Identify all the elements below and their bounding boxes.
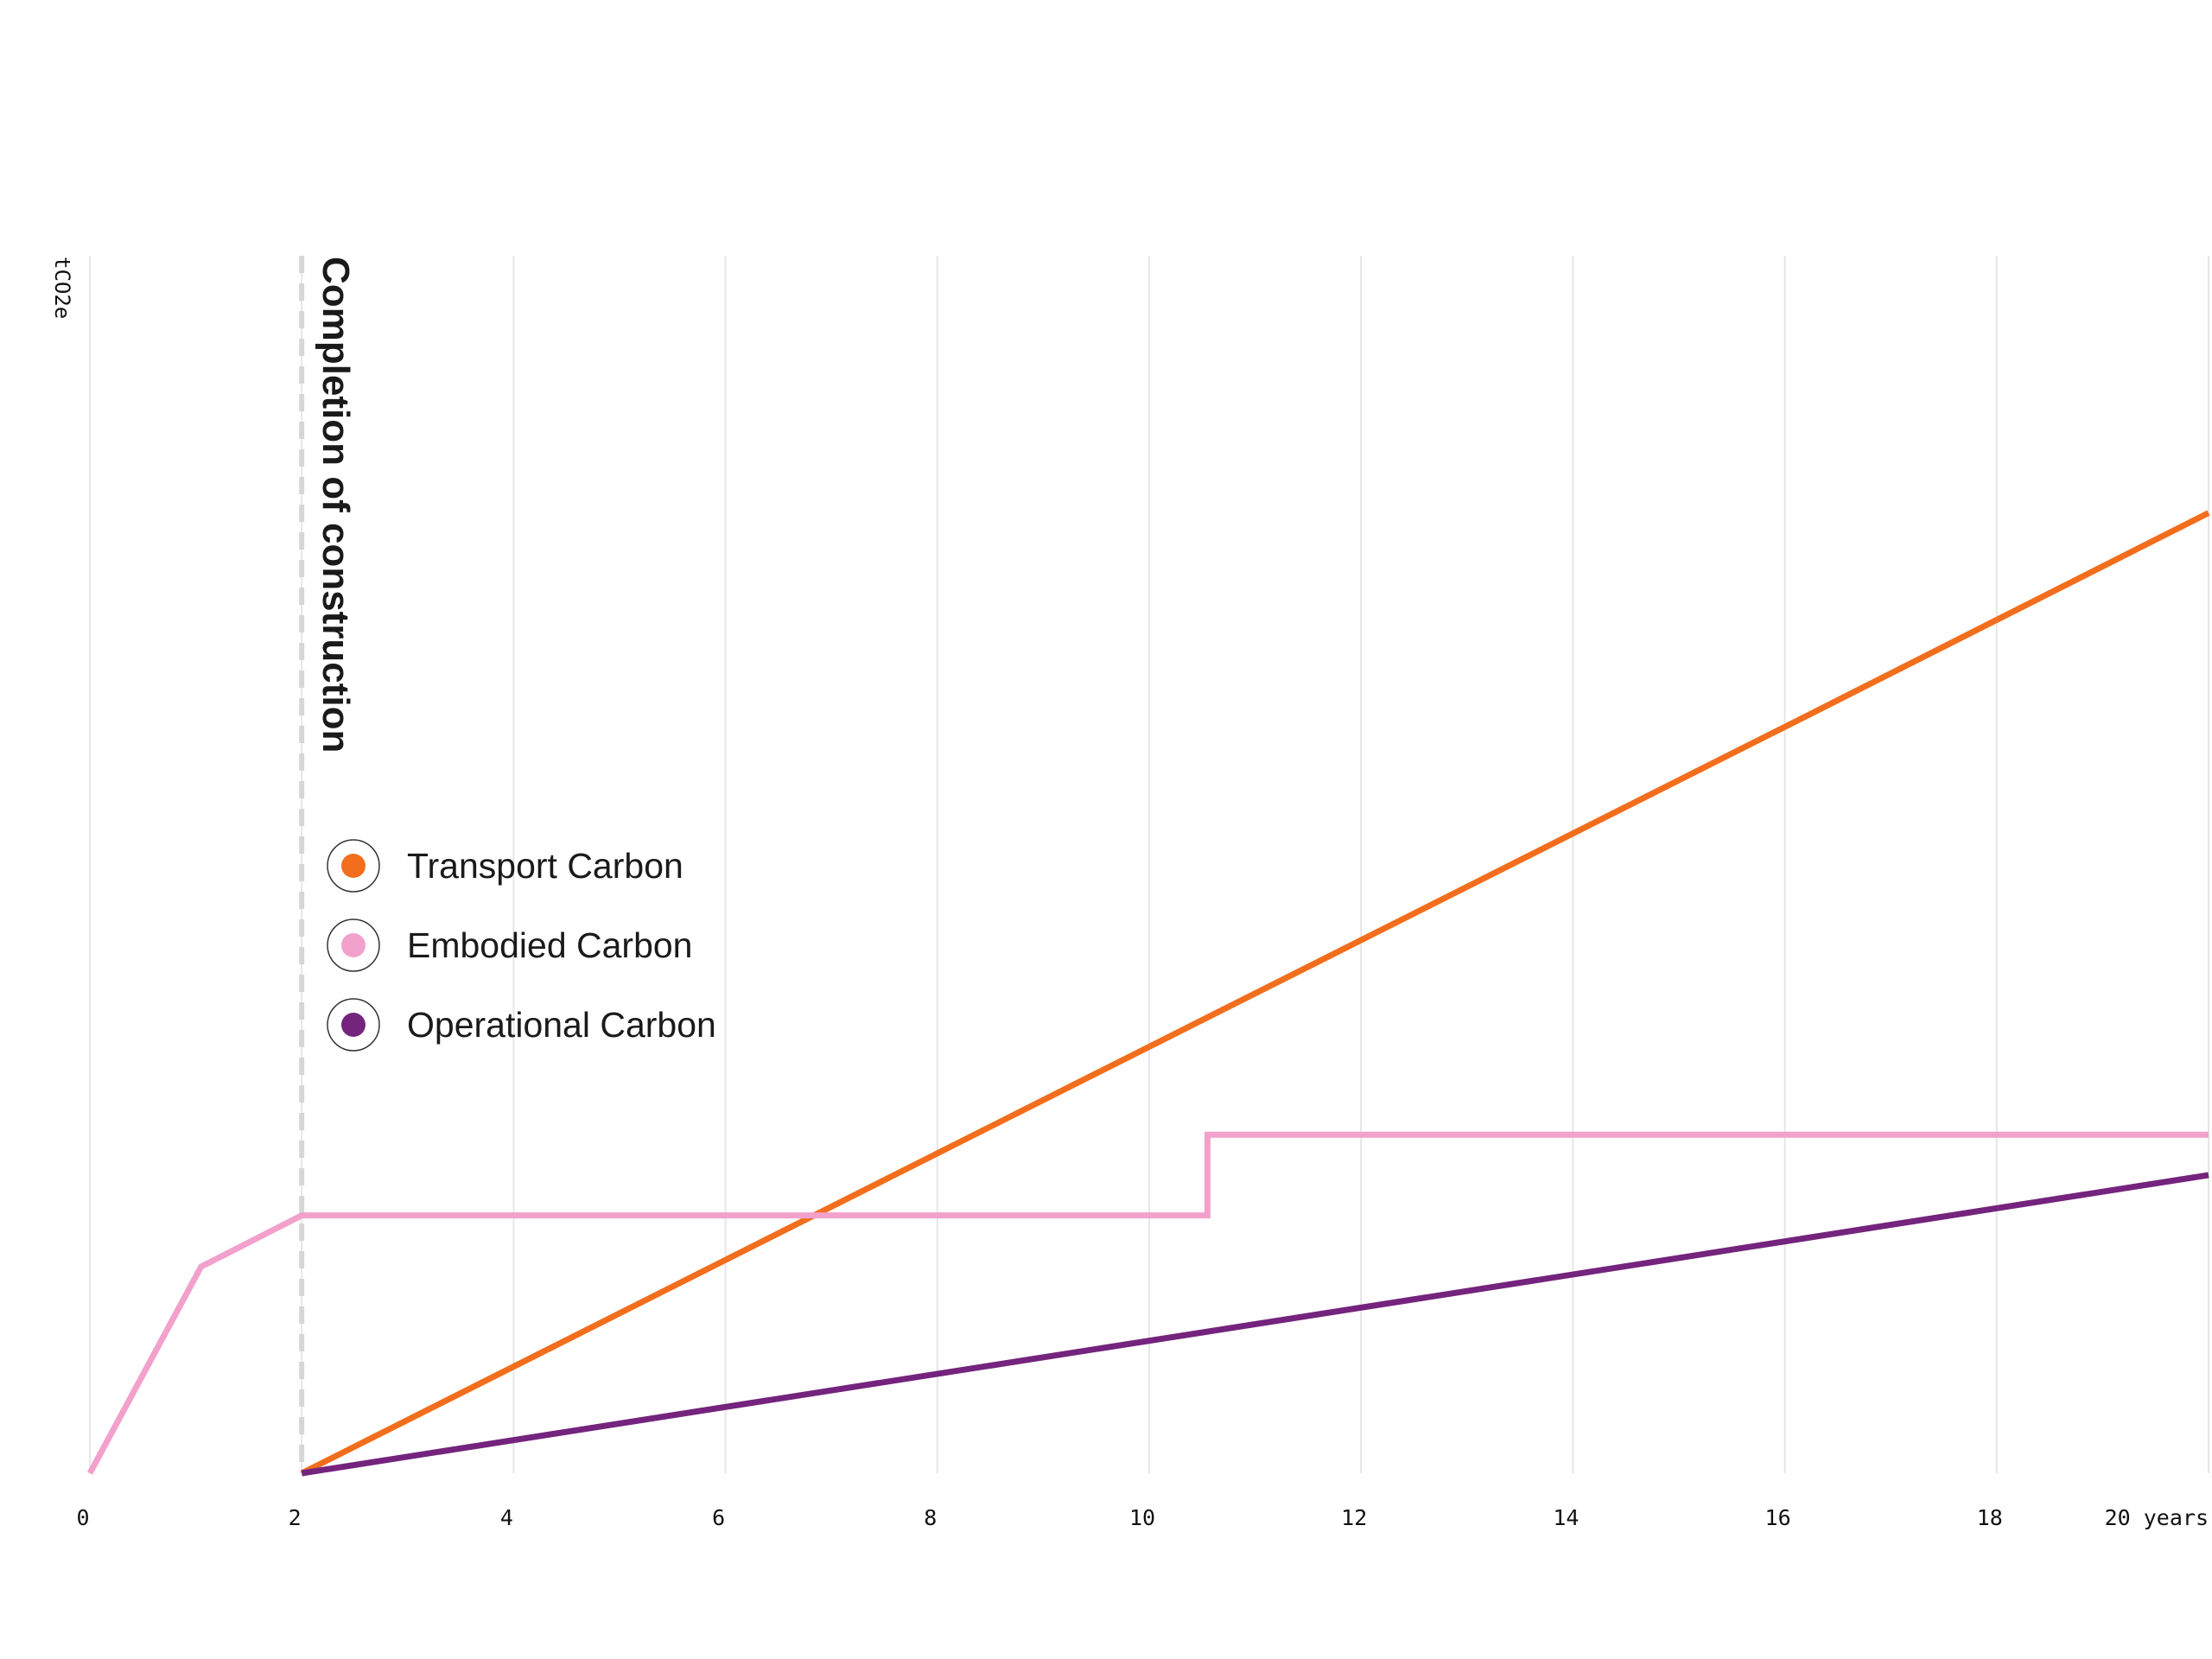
series-line-transport-carbon	[300, 510, 2210, 1477]
x-tick-label-6: 6	[712, 1505, 725, 1530]
construction-marker-label: Completion of construction	[315, 257, 357, 753]
legend: Transport Carbon Embodied Carbon Operation…	[327, 839, 716, 1052]
x-tick-label-18: 18	[1977, 1505, 2003, 1530]
series-line-embodied-carbon	[86, 1131, 2209, 1475]
x-tick-label-0: 0	[76, 1505, 89, 1530]
legend-label-operational-carbon: Operational Carbon	[407, 1005, 716, 1045]
legend-item-operational-carbon: Operational Carbon	[327, 998, 716, 1052]
legend-dot-icon	[341, 1013, 365, 1037]
x-tick-label-16: 16	[1765, 1505, 1791, 1530]
legend-label-transport-carbon: Transport Carbon	[407, 846, 683, 886]
series-line-operational-carbon	[301, 1172, 2209, 1477]
legend-item-transport-carbon: Transport Carbon	[327, 839, 683, 893]
x-tick-label-4: 4	[500, 1505, 513, 1530]
x-tick-label-14: 14	[1553, 1505, 1579, 1530]
x-tick-label-2: 2	[289, 1505, 302, 1530]
legend-dot-icon	[341, 854, 365, 878]
legend-item-embodied-carbon: Embodied Carbon	[327, 918, 692, 972]
x-tick-label-10: 10	[1129, 1505, 1155, 1530]
x-tick-label-12: 12	[1341, 1505, 1367, 1530]
y-axis-unit-label: tCO2e	[50, 257, 74, 319]
x-tick-label-20: 20 years	[2105, 1505, 2209, 1530]
x-axis-unit-label: years	[2131, 1505, 2209, 1530]
x-tick-label-8: 8	[924, 1505, 937, 1530]
construction-marker: Completion of construction	[299, 256, 357, 1473]
series-lines	[86, 510, 2210, 1477]
legend-dot-icon	[341, 933, 365, 957]
legend-label-embodied-carbon: Embodied Carbon	[407, 925, 692, 965]
x-axis-ticks: 0 2 4 6 8 10 12 14 16 18 20 years	[76, 1505, 2209, 1530]
